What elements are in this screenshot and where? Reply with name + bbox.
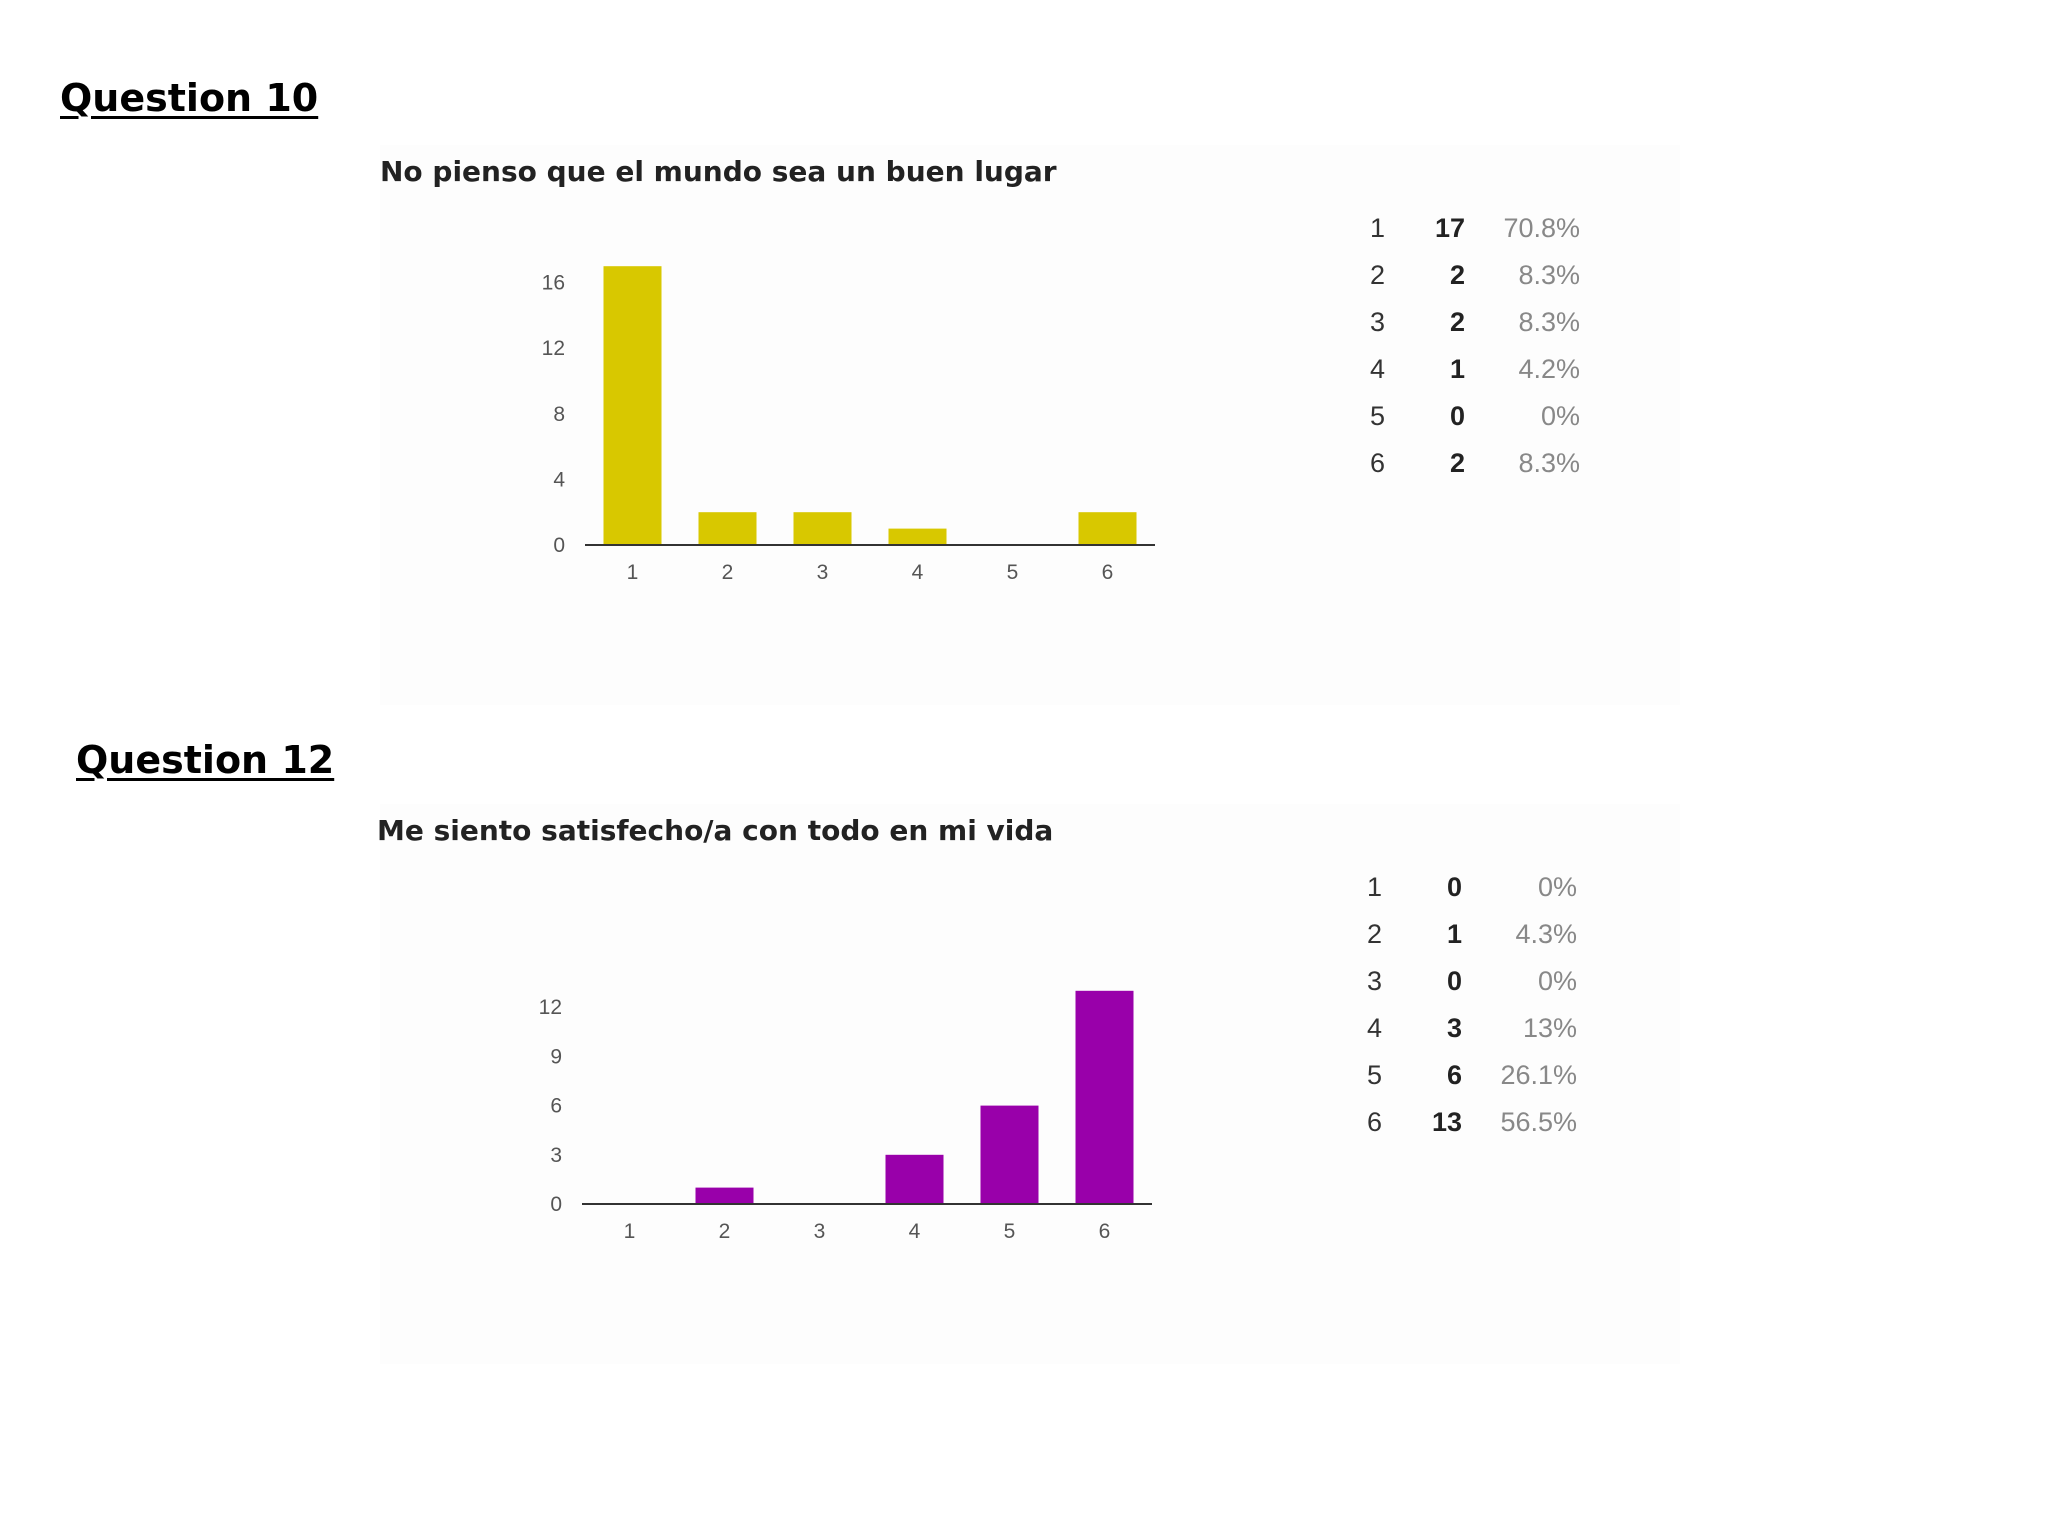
x-tick-label: 5 — [1004, 1220, 1016, 1243]
table-row: 5 6 26.1% — [1367, 1052, 1577, 1099]
y-tick-label: 0 — [550, 1193, 562, 1216]
x-tick-label: 1 — [624, 1220, 636, 1243]
category-cell: 4 — [1367, 1013, 1383, 1043]
category-cell: 5 — [1367, 1060, 1383, 1090]
table-row: 3 2 8.3% — [1370, 299, 1580, 346]
question-12-response-table: 1 0 0% 2 1 4.3% 3 0 0% 4 3 13% 5 6 26.1% 6 13 56.5% — [1367, 864, 1577, 1146]
count-cell: 13 — [1431, 1107, 1462, 1137]
percent-cell: 4.2% — [1518, 354, 1580, 384]
percent-cell: 0% — [1537, 966, 1577, 996]
count-cell: 0 — [1446, 872, 1462, 902]
count-cell: 2 — [1449, 307, 1465, 337]
category-cell: 2 — [1370, 260, 1386, 290]
percent-cell: 26.1% — [1500, 1060, 1577, 1090]
count-cell: 17 — [1434, 213, 1465, 243]
count-cell: 1 — [1446, 919, 1462, 949]
x-tick-label: 1 — [627, 561, 639, 584]
bar-6 — [1078, 512, 1137, 545]
percent-cell: 8.3% — [1518, 260, 1580, 290]
count-cell: 2 — [1449, 448, 1465, 478]
percent-cell: 0% — [1540, 401, 1580, 431]
x-tick-label: 5 — [1007, 561, 1019, 584]
y-tick-label: 16 — [542, 272, 565, 295]
x-tick-label: 3 — [817, 561, 829, 584]
x-tick-label: 4 — [912, 561, 924, 584]
category-cell: 1 — [1370, 213, 1386, 243]
table-row: 6 2 8.3% — [1370, 440, 1580, 487]
table-row: 2 1 4.3% — [1367, 911, 1577, 958]
table-row: 4 3 13% — [1367, 1005, 1577, 1052]
question-10-chart-title: No pienso que el mundo sea un buen lugar — [380, 155, 1057, 188]
x-tick-label: 3 — [814, 1220, 826, 1243]
count-cell: 3 — [1446, 1013, 1462, 1043]
bar-6 — [1075, 990, 1134, 1204]
table-row: 6 13 56.5% — [1367, 1099, 1577, 1146]
bar-4 — [888, 528, 947, 545]
percent-cell: 8.3% — [1518, 307, 1580, 337]
x-tick-label: 4 — [909, 1220, 921, 1243]
percent-cell: 4.3% — [1515, 919, 1577, 949]
y-tick-label: 12 — [539, 996, 562, 1019]
question-10-heading: Question 10 — [60, 76, 319, 120]
table-row: 2 2 8.3% — [1370, 252, 1580, 299]
question-12-section: Me siento satisfecho/a con todo en mi vi… — [377, 804, 1680, 1364]
percent-cell: 0% — [1537, 872, 1577, 902]
count-cell: 0 — [1446, 966, 1462, 996]
count-cell: 6 — [1446, 1060, 1462, 1090]
table-row: 1 17 70.8% — [1370, 205, 1580, 252]
count-cell: 0 — [1449, 401, 1465, 431]
category-cell: 1 — [1367, 872, 1383, 902]
category-cell: 2 — [1367, 919, 1383, 949]
count-cell: 1 — [1449, 354, 1465, 384]
category-cell: 5 — [1370, 401, 1386, 431]
bar-4 — [885, 1154, 944, 1204]
question-12-heading: Question 12 — [76, 738, 335, 782]
table-row: 1 0 0% — [1367, 864, 1577, 911]
category-cell: 4 — [1370, 354, 1386, 384]
y-tick-label: 12 — [542, 337, 565, 360]
question-10-section: No pienso que el mundo sea un buen lugar… — [380, 145, 1680, 705]
x-tick-label: 2 — [719, 1220, 731, 1243]
table-row: 4 1 4.2% — [1370, 346, 1580, 393]
question-12-chart-title: Me siento satisfecho/a con todo en mi vi… — [377, 814, 1054, 847]
count-cell: 2 — [1449, 260, 1465, 290]
y-tick-label: 6 — [550, 1095, 562, 1118]
bar-3 — [793, 512, 852, 545]
y-tick-label: 4 — [553, 468, 565, 491]
question-10-response-table: 1 17 70.8% 2 2 8.3% 3 2 8.3% 4 1 4.2% 5 0 0% 6 2 8.3… — [1370, 205, 1580, 487]
bar-5 — [980, 1105, 1039, 1204]
percent-cell: 56.5% — [1500, 1107, 1577, 1137]
category-cell: 6 — [1367, 1107, 1383, 1137]
percent-cell: 70.8% — [1503, 213, 1580, 243]
category-cell: 3 — [1370, 307, 1386, 337]
y-tick-label: 9 — [550, 1045, 562, 1068]
y-tick-label: 8 — [553, 403, 565, 426]
bar-1 — [603, 266, 662, 545]
bar-2 — [695, 1187, 754, 1204]
x-tick-label: 2 — [722, 561, 734, 584]
y-tick-label: 0 — [553, 534, 565, 557]
x-tick-label: 6 — [1099, 1220, 1111, 1243]
percent-cell: 8.3% — [1518, 448, 1580, 478]
category-cell: 6 — [1370, 448, 1386, 478]
x-tick-label: 6 — [1102, 561, 1114, 584]
percent-cell: 13% — [1522, 1013, 1577, 1043]
table-row: 5 0 0% — [1370, 393, 1580, 440]
table-row: 3 0 0% — [1367, 958, 1577, 1005]
y-tick-label: 3 — [550, 1144, 562, 1167]
category-cell: 3 — [1367, 966, 1383, 996]
bar-2 — [698, 512, 757, 545]
